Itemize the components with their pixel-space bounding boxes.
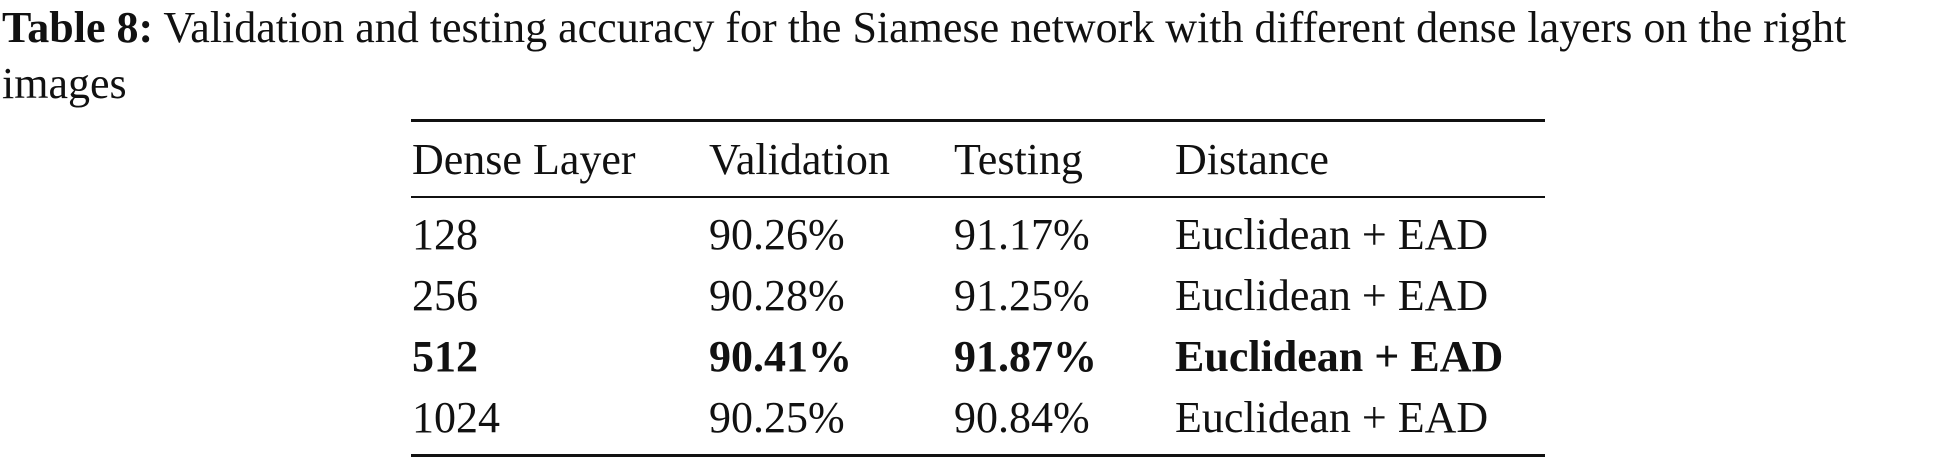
cell-distance: Euclidean + EAD (1175, 271, 1489, 320)
cell-validation: 90.25% (709, 393, 845, 442)
table-header-row: Dense Layer Validation Testing Distance (411, 120, 1545, 197)
caption-text: Validation and testing accuracy for the … (2, 3, 1847, 108)
table-caption: Table 8: Validation and testing accuracy… (2, 0, 1950, 112)
cell-dense-layer: 1024 (412, 393, 500, 442)
header-validation: Validation (709, 134, 890, 184)
cell-testing: 91.87% (954, 332, 1097, 381)
cell-distance: Euclidean + EAD (1175, 332, 1504, 381)
cell-dense-layer: 256 (412, 271, 478, 320)
cell-dense-layer: 128 (412, 210, 478, 259)
caption-label: Table 8: (2, 3, 154, 52)
table-row: 128 90.26% 91.17% Euclidean + EAD (411, 197, 1545, 265)
table-row: 1024 90.25% 90.84% Euclidean + EAD (411, 387, 1545, 456)
cell-validation: 90.26% (709, 210, 845, 259)
cell-testing: 91.17% (954, 210, 1090, 259)
header-distance: Distance (1175, 134, 1329, 184)
cell-testing: 91.25% (954, 271, 1090, 320)
header-dense-layer: Dense Layer (412, 134, 636, 184)
cell-testing: 90.84% (954, 393, 1090, 442)
header-testing: Testing (954, 134, 1083, 184)
cell-distance: Euclidean + EAD (1175, 393, 1489, 442)
results-table-container: Dense Layer Validation Testing Distance … (411, 119, 1545, 457)
cell-distance: Euclidean + EAD (1175, 210, 1489, 259)
cell-validation: 90.28% (709, 271, 845, 320)
table-row: 256 90.28% 91.25% Euclidean + EAD (411, 265, 1545, 326)
cell-validation: 90.41% (709, 332, 852, 381)
table-row: 512 90.41% 91.87% Euclidean + EAD (411, 326, 1545, 387)
cell-dense-layer: 512 (412, 332, 478, 381)
results-table: Dense Layer Validation Testing Distance … (411, 119, 1545, 457)
